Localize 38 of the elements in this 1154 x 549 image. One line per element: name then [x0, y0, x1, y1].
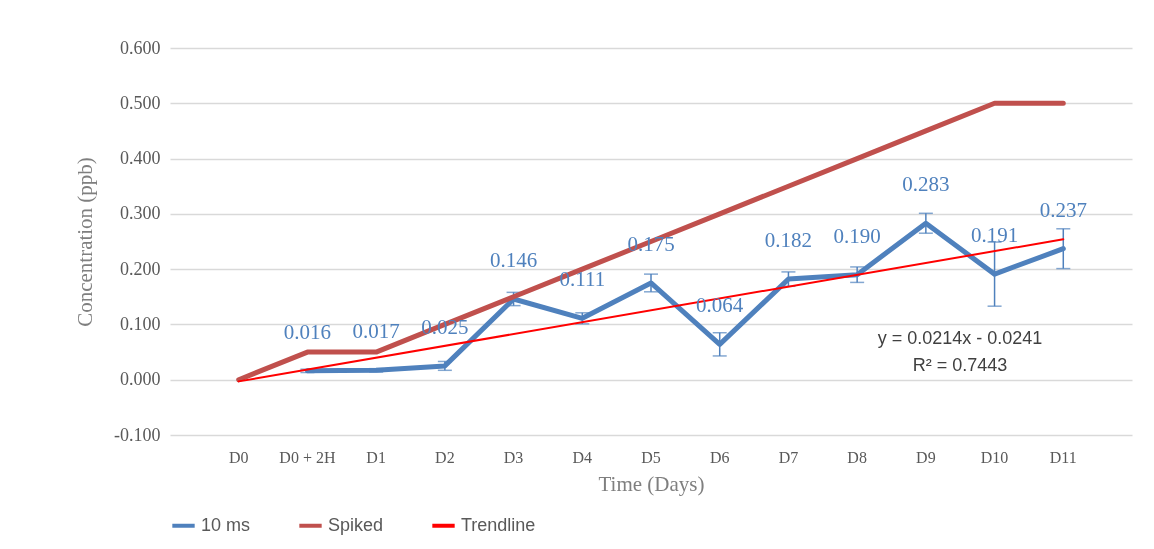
data-label: 0.111 — [559, 267, 606, 292]
y-tick-label: 0.500 — [120, 92, 161, 113]
annotation: y = 0.0214x - 0.0241 — [877, 328, 1043, 348]
y-tick-label: 0.300 — [120, 203, 161, 224]
legend-label: Trendline — [461, 514, 536, 535]
x-tick-label: D0 + 2H — [279, 448, 336, 466]
x-tick-label: D10 — [980, 448, 1009, 466]
x-tick-label: D7 — [778, 448, 799, 466]
data-label: 0.146 — [489, 248, 538, 272]
legend-label: Spiked — [328, 514, 384, 535]
x-tick-label: D4 — [572, 448, 593, 466]
data-label: 0.182 — [764, 228, 813, 253]
y-axis-title: Concentration (ppb) — [73, 157, 98, 327]
x-tick-label: D5 — [641, 448, 661, 466]
x-axis-title: Time (Days) — [598, 471, 705, 496]
data-label: 0.191 — [970, 223, 1019, 248]
data-label: 0.016 — [283, 319, 332, 344]
legend-label: 10 ms — [201, 514, 251, 535]
x-tick-label: D6 — [709, 448, 730, 466]
x-tick-label: D11 — [1049, 448, 1077, 466]
x-tick-label: D8 — [847, 448, 867, 466]
data-label: 0.283 — [902, 172, 950, 197]
data-label: 0.190 — [833, 223, 881, 248]
x-tick-label: D9 — [916, 448, 936, 466]
y-tick-label: 0.000 — [120, 369, 161, 390]
y-tick-label: 0.200 — [120, 258, 161, 279]
data-label: 0.064 — [696, 293, 744, 318]
annotation: R² = 0.7443 — [912, 355, 1008, 375]
x-tick-label: D1 — [366, 448, 386, 466]
data-label: 0.237 — [1039, 197, 1087, 222]
y-tick-label: -0.100 — [114, 424, 161, 445]
x-tick-label: D0 — [228, 448, 249, 466]
y-tick-label: 0.600 — [120, 37, 161, 58]
y-tick-label: 0.400 — [120, 148, 161, 169]
y-tick-label: 0.100 — [120, 313, 161, 334]
x-tick-label: D2 — [435, 448, 455, 466]
x-tick-label: D3 — [503, 448, 524, 466]
data-label: 0.017 — [352, 319, 400, 344]
